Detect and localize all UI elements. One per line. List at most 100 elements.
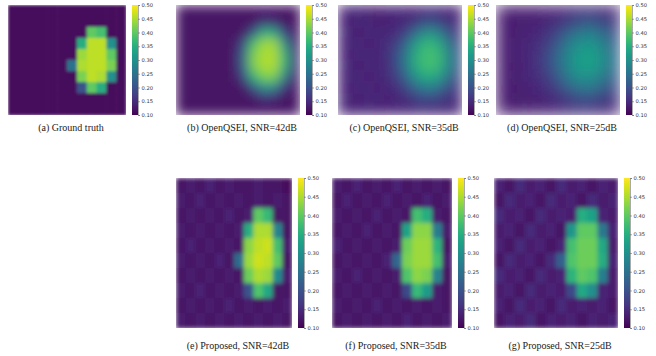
cell (18, 104, 28, 115)
cell (47, 60, 57, 72)
cell (556, 253, 567, 269)
cell (332, 238, 343, 254)
cell (599, 16, 610, 28)
cell (238, 71, 249, 83)
cell (282, 238, 292, 254)
cell (587, 223, 598, 239)
cell (217, 49, 228, 61)
cell (116, 82, 126, 94)
cell (422, 223, 433, 239)
cell (546, 268, 557, 284)
cell (186, 38, 197, 50)
cell (67, 16, 77, 28)
cell (248, 60, 259, 72)
cell (269, 93, 280, 105)
cell (97, 82, 107, 94)
cell (400, 60, 411, 72)
cell (431, 71, 442, 83)
cell (496, 27, 507, 39)
cell (372, 268, 383, 284)
cell (517, 49, 528, 61)
cell (515, 193, 526, 209)
cell (263, 313, 273, 328)
cell (234, 178, 244, 194)
cell (525, 298, 536, 314)
cell (506, 49, 517, 61)
cell (28, 5, 38, 17)
cell (197, 60, 208, 72)
cell (525, 193, 536, 209)
cell (186, 16, 197, 28)
tick-label: 0.35 (468, 231, 480, 237)
cell (558, 49, 569, 61)
cell (234, 208, 244, 224)
cell (28, 16, 38, 28)
cell (548, 104, 559, 115)
cell (412, 208, 423, 224)
cell (546, 223, 557, 239)
cell (412, 253, 423, 269)
cell (234, 238, 244, 254)
tick: 0.35 (630, 231, 645, 237)
tick: 0.20 (304, 288, 319, 294)
cell (382, 178, 393, 194)
colorbar-axis-line (139, 6, 141, 116)
cell (379, 93, 390, 105)
cell (259, 104, 270, 115)
cell (97, 38, 107, 50)
cell (402, 193, 413, 209)
cell (431, 38, 442, 50)
tick-label: 0.45 (316, 16, 328, 22)
cell (568, 16, 579, 28)
tick-label: 0.10 (142, 112, 154, 118)
cell (352, 283, 363, 299)
tick: 0.40 (474, 30, 489, 36)
cell (290, 82, 300, 94)
cell (186, 268, 196, 284)
cell (587, 313, 598, 328)
cell (608, 223, 618, 239)
tick-mark (138, 19, 140, 20)
cell (205, 253, 215, 269)
cell (197, 82, 208, 94)
panel: 0.100.150.200.250.300.350.400.450.50(a) … (8, 2, 153, 134)
cell (587, 268, 598, 284)
colorbar-axis: 0.100.150.200.250.300.350.400.450.50 (312, 2, 327, 118)
colorbar-axis: 0.100.150.200.250.300.350.400.450.50 (464, 175, 479, 331)
cell (546, 253, 557, 269)
cell (422, 178, 433, 194)
tick: 0.30 (474, 57, 489, 63)
cell (599, 71, 610, 83)
tick: 0.30 (312, 57, 327, 63)
cell (548, 71, 559, 83)
caption: (a) Ground truth (38, 122, 104, 134)
tick-label: 0.25 (308, 269, 320, 275)
cell (263, 283, 273, 299)
cell (589, 93, 600, 105)
cell (238, 5, 249, 17)
tick: 0.10 (312, 112, 327, 118)
cell (97, 104, 107, 115)
cell (195, 223, 205, 239)
cell (610, 71, 620, 83)
cell (332, 193, 343, 209)
cell (556, 238, 567, 254)
tick: 0.50 (632, 2, 647, 8)
cell (248, 38, 259, 50)
cell (186, 82, 197, 94)
cell (558, 27, 569, 39)
cell (392, 178, 403, 194)
tick-label: 0.45 (308, 194, 320, 200)
cell (402, 283, 413, 299)
tick-label: 0.35 (316, 43, 328, 49)
cell (234, 253, 244, 269)
cell (452, 104, 462, 115)
cell (494, 178, 505, 194)
cell (352, 298, 363, 314)
cell (566, 268, 577, 284)
cell (441, 49, 452, 61)
cell (253, 178, 263, 194)
tick-mark (304, 178, 306, 179)
cell (290, 71, 300, 83)
cell (579, 16, 590, 28)
